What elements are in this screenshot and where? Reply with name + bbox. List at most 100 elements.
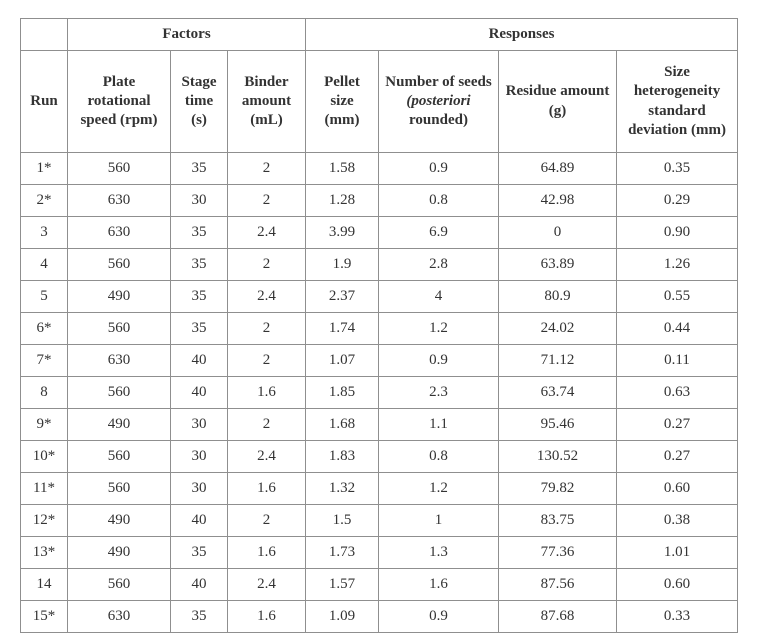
table-cell-r10-c5: 0.8: [378, 440, 499, 473]
table-cell-r15-c1: 630: [67, 600, 171, 633]
table-cell-r8-c0: 8: [20, 376, 68, 409]
table-cell-r5-c2: 35: [170, 280, 228, 313]
table-cell-r11-c4: 1.32: [305, 472, 379, 505]
table-cell-r6-c6: 24.02: [498, 312, 617, 345]
table-cell-r4-c7: 1.26: [615, 248, 739, 281]
table-cell-r11-c2: 30: [170, 472, 228, 505]
table-cell-r6-c3: 2: [227, 312, 306, 345]
table-cell-r14-c0: 14: [20, 568, 68, 601]
table-cell-r6-c7: 0.44: [615, 312, 739, 345]
col-header-size-heterogeneity: Size heterogeneity standard deviation (m…: [615, 50, 739, 153]
table-cell-r8-c6: 63.74: [498, 376, 617, 409]
table-cell-r10-c6: 130.52: [498, 440, 617, 473]
table-cell-r9-c4: 1.68: [305, 408, 379, 441]
table-cell-r12-c6: 83.75: [498, 504, 617, 537]
table-cell-r12-c2: 40: [170, 504, 228, 537]
table-cell-r13-c4: 1.73: [305, 536, 379, 569]
col-header-number-of-seeds: Number of seeds (posteriori rounded): [378, 50, 499, 153]
table-row: 8 560 40 1.6 1.85 2.3 63.74 0.63: [20, 376, 739, 409]
table-row: 6* 560 35 2 1.74 1.2 24.02 0.44: [20, 312, 739, 345]
table-row: 7* 630 40 2 1.07 0.9 71.12 0.11: [20, 344, 739, 377]
table-cell-r1-c3: 2: [227, 152, 306, 185]
column-header-row: Run Plate rotational speed (rpm) Stage t…: [20, 50, 739, 153]
table-cell-r12-c4: 1.5: [305, 504, 379, 537]
table-cell-r2-c0: 2*: [20, 184, 68, 217]
table-cell-r14-c1: 560: [67, 568, 171, 601]
table-cell-r1-c6: 64.89: [498, 152, 617, 185]
table-cell-r1-c7: 0.35: [615, 152, 739, 185]
table-cell-r5-c1: 490: [67, 280, 171, 313]
table-cell-r10-c2: 30: [170, 440, 228, 473]
table-row: 1* 560 35 2 1.58 0.9 64.89 0.35: [20, 152, 739, 185]
table-cell-r6-c0: 6*: [20, 312, 68, 345]
table-row: 9* 490 30 2 1.68 1.1 95.46 0.27: [20, 408, 739, 441]
table-cell-r13-c6: 77.36: [498, 536, 617, 569]
table-cell-r15-c6: 87.68: [498, 600, 617, 633]
table-cell-r2-c1: 630: [67, 184, 171, 217]
table-cell-r9-c7: 0.27: [615, 408, 739, 441]
table-cell-r1-c4: 1.58: [305, 152, 379, 185]
table-cell-r1-c5: 0.9: [378, 152, 499, 185]
table-cell-r9-c6: 95.46: [498, 408, 617, 441]
table-row: 5 490 35 2.4 2.37 4 80.9 0.55: [20, 280, 739, 313]
table-row: 4 560 35 2 1.9 2.8 63.89 1.26: [20, 248, 739, 281]
table-row: 14 560 40 2.4 1.57 1.6 87.56 0.60: [20, 568, 739, 601]
table-cell-r8-c1: 560: [67, 376, 171, 409]
table-cell-r4-c5: 2.8: [378, 248, 499, 281]
table-cell-r9-c2: 30: [170, 408, 228, 441]
table-cell-r4-c4: 1.9: [305, 248, 379, 281]
table-cell-r13-c1: 490: [67, 536, 171, 569]
table-cell-r5-c0: 5: [20, 280, 68, 313]
table-body: 1* 560 35 2 1.58 0.9 64.89 0.35 2* 630 30 2 1.28 0.8 4…: [20, 152, 739, 633]
table-row: 13* 490 35 1.6 1.73 1.3 77.36 1.01: [20, 536, 739, 569]
table-cell-r14-c4: 1.57: [305, 568, 379, 601]
table-cell-r10-c7: 0.27: [615, 440, 739, 473]
table-cell-r15-c0: 15*: [20, 600, 68, 633]
table-cell-r7-c5: 0.9: [378, 344, 499, 377]
table-cell-r14-c3: 2.4: [227, 568, 306, 601]
table-row: 10* 560 30 2.4 1.83 0.8 130.52 0.27: [20, 440, 739, 473]
table-cell-r15-c3: 1.6: [227, 600, 306, 633]
table-cell-r12-c3: 2: [227, 504, 306, 537]
table-cell-r9-c0: 9*: [20, 408, 68, 441]
table-cell-r14-c7: 0.60: [615, 568, 739, 601]
table-cell-r7-c3: 2: [227, 344, 306, 377]
table-cell-r11-c3: 1.6: [227, 472, 306, 505]
table-cell-r11-c0: 11*: [20, 472, 68, 505]
table-cell-r4-c0: 4: [20, 248, 68, 281]
table-cell-r4-c2: 35: [170, 248, 228, 281]
table-cell-r6-c5: 1.2: [378, 312, 499, 345]
table-cell-r4-c3: 2: [227, 248, 306, 281]
table-cell-r6-c4: 1.74: [305, 312, 379, 345]
table-cell-r3-c1: 630: [67, 216, 171, 249]
group-header-row: Factors Responses: [20, 18, 739, 51]
table-cell-r7-c6: 71.12: [498, 344, 617, 377]
table-row: 2* 630 30 2 1.28 0.8 42.98 0.29: [20, 184, 739, 217]
table-cell-r7-c0: 7*: [20, 344, 68, 377]
table-row: 3 630 35 2.4 3.99 6.9 0 0.90: [20, 216, 739, 249]
table-cell-r6-c1: 560: [67, 312, 171, 345]
table-cell-r9-c1: 490: [67, 408, 171, 441]
table-cell-r7-c2: 40: [170, 344, 228, 377]
table-cell-r2-c5: 0.8: [378, 184, 499, 217]
table-cell-r3-c4: 3.99: [305, 216, 379, 249]
table-cell-r15-c2: 35: [170, 600, 228, 633]
table-cell-r2-c6: 42.98: [498, 184, 617, 217]
table-cell-r13-c3: 1.6: [227, 536, 306, 569]
table-row: 12* 490 40 2 1.5 1 83.75 0.38: [20, 504, 739, 537]
blank-corner-cell: [20, 18, 68, 51]
table-cell-r15-c7: 0.33: [615, 600, 739, 633]
table-cell-r5-c6: 80.9: [498, 280, 617, 313]
table-cell-r12-c7: 0.38: [615, 504, 739, 537]
col-header-binder-amount: Binder amount (mL): [227, 50, 306, 153]
table-cell-r12-c0: 12*: [20, 504, 68, 537]
col-header-plate-speed: Plate rotational speed (rpm): [67, 50, 171, 153]
table-cell-r2-c3: 2: [227, 184, 306, 217]
table-cell-r6-c2: 35: [170, 312, 228, 345]
seeds-header-text: Number of seeds: [385, 73, 492, 90]
table-cell-r15-c4: 1.09: [305, 600, 379, 633]
table-cell-r4-c1: 560: [67, 248, 171, 281]
table-cell-r2-c7: 0.29: [615, 184, 739, 217]
table-cell-r7-c7: 0.11: [615, 344, 739, 377]
